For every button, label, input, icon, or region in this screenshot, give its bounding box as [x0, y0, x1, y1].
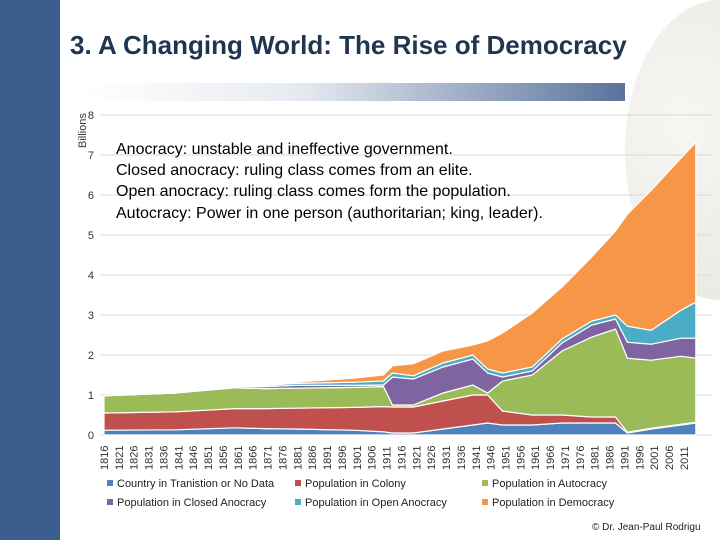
x-tick-label: 1826 [129, 446, 141, 470]
x-tick-label: 1926 [426, 446, 438, 470]
x-tick-label: 1841 [173, 446, 185, 470]
legend-item: Population in Autocracy [482, 478, 607, 490]
x-tick-label: 1891 [322, 446, 334, 470]
x-tick-label: 1931 [441, 446, 453, 470]
x-tick-label: 1971 [560, 446, 572, 470]
y-tick-label: 5 [88, 230, 94, 242]
x-tick-label: 1846 [188, 446, 200, 470]
legend-item: Population in Democracy [482, 497, 614, 509]
x-tick-label: 1986 [605, 446, 617, 470]
x-tick-label: 2001 [649, 446, 661, 470]
legend-swatch [107, 499, 113, 505]
legend-swatch [295, 480, 301, 486]
note-line: Autocracy: Power in one person (authorit… [116, 205, 543, 222]
x-tick-label: 1876 [277, 446, 289, 470]
x-tick-label: 1871 [263, 446, 275, 470]
legend-label: Country in Tranistion or No Data [117, 478, 275, 490]
x-tick-label: 1881 [292, 446, 304, 470]
x-tick-label: 1911 [382, 446, 394, 470]
note-line: Open anocracy: ruling class comes form t… [116, 183, 511, 200]
x-tick-label: 1941 [471, 446, 483, 470]
legend-item: Population in Colony [295, 478, 406, 490]
legend-item: Population in Closed Anocracy [107, 497, 266, 509]
x-tick-label: 1861 [233, 446, 245, 470]
side-bar-decoration [0, 0, 60, 540]
title-underline-gradient [85, 83, 625, 101]
copyright: © Dr. Jean-Paul Rodrigu [592, 522, 701, 533]
x-tick-label: 1886 [307, 446, 319, 470]
legend-swatch [295, 499, 301, 505]
area-population-in-democracy [103, 140, 697, 397]
legend-label: Population in Colony [305, 478, 406, 490]
legend-label: Population in Open Anocracy [305, 497, 447, 509]
legend-swatch [107, 480, 113, 486]
y-tick-label: 7 [88, 150, 94, 162]
x-tick-label: 1991 [619, 446, 631, 470]
legend-label: Population in Democracy [492, 497, 615, 509]
x-tick-label: 1981 [590, 446, 602, 470]
x-tick-label: 1821 [114, 446, 126, 470]
y-tick-label: 8 [88, 110, 94, 122]
x-tick-label: 1866 [248, 446, 260, 470]
y-axis-label: Billions [77, 113, 89, 148]
x-tick-label: 1856 [218, 446, 230, 470]
y-tick-label: 1 [88, 390, 94, 402]
x-tick-label: 1836 [158, 446, 170, 470]
legend-label: Population in Autocracy [492, 478, 607, 490]
y-tick-label: 6 [88, 190, 94, 202]
legend-swatch [482, 480, 488, 486]
y-tick-label: 0 [88, 430, 94, 442]
x-tick-label: 1906 [367, 446, 379, 470]
legend-item: Population in Open Anocracy [295, 497, 447, 509]
x-tick-label: 2011 [679, 446, 691, 470]
x-tick-label: 1921 [411, 446, 423, 470]
note-line: Anocracy: unstable and ineffective gover… [116, 141, 453, 158]
x-tick-label: 1996 [634, 446, 646, 470]
y-tick-label: 3 [88, 310, 94, 322]
x-tick-label: 1916 [396, 446, 408, 470]
x-tick-label: 1816 [99, 446, 111, 470]
legend-item: Country in Tranistion or No Data [107, 478, 274, 490]
x-tick-label: 1901 [352, 446, 364, 470]
legend-swatch [482, 499, 488, 505]
x-tick-label: 1896 [337, 446, 349, 470]
x-tick-label: 1851 [203, 446, 215, 470]
legend-label: Population in Closed Anocracy [117, 497, 267, 509]
x-tick-label: 1956 [515, 446, 527, 470]
x-tick-label: 1831 [144, 446, 156, 470]
slide-title: 3. A Changing World: The Rise of Democra… [70, 30, 627, 60]
x-tick-label: 1966 [545, 446, 557, 470]
x-tick-label: 1976 [575, 446, 587, 470]
y-tick-label: 2 [88, 350, 94, 362]
x-tick-label: 1951 [500, 446, 512, 470]
x-tick-label: 2006 [664, 446, 676, 470]
y-tick-label: 4 [88, 270, 94, 282]
x-tick-label: 1946 [486, 446, 498, 470]
x-tick-label: 1936 [456, 446, 468, 470]
note-line: Closed anocracy: ruling class comes from… [116, 162, 473, 179]
x-tick-label: 1961 [530, 446, 542, 470]
